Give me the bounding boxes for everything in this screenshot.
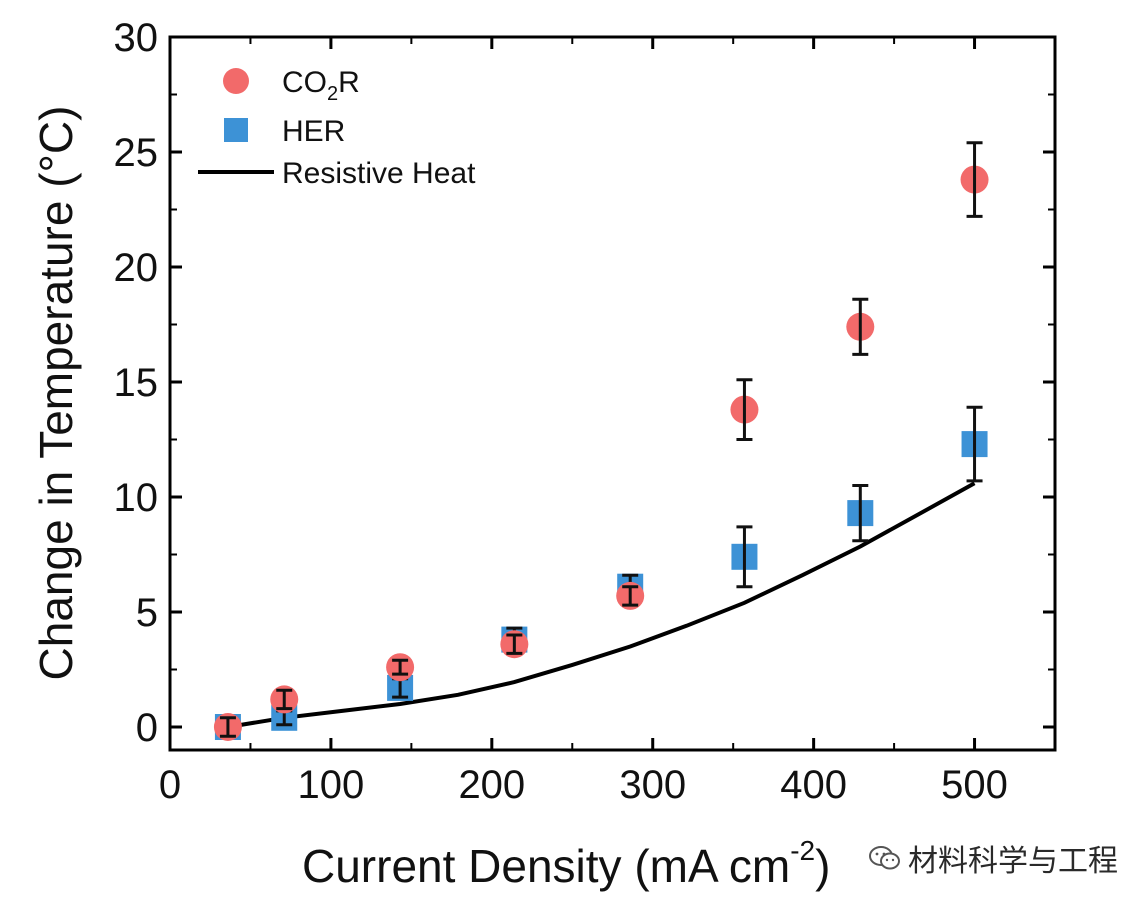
- legend-label-resistive-heat: Resistive Heat: [282, 157, 476, 190]
- x-tick-label: 500: [941, 763, 1008, 807]
- legend-marker-her: [224, 118, 248, 142]
- legend-marker-co2r: [223, 68, 249, 94]
- watermark: 材料科学与工程: [862, 834, 1124, 882]
- x-axis-title-exponent: -2: [790, 835, 815, 866]
- x-tick-label: 300: [619, 763, 686, 807]
- y-tick-label: 15: [114, 361, 159, 405]
- y-tick-label: 10: [114, 476, 159, 520]
- legend: CO2R HER Resistive Heat: [198, 66, 476, 190]
- resistive-heat-line: [227, 481, 976, 729]
- x-axis-title-close: ): [815, 840, 830, 892]
- x-tick-label: 100: [298, 763, 365, 807]
- legend-label-co2r: CO2R: [282, 66, 360, 105]
- x-axis-title: Current Density (mA cm-2): [302, 835, 830, 892]
- x-axis-title-main: Current Density (mA cm: [302, 840, 790, 892]
- legend-label-her: HER: [282, 115, 345, 148]
- y-ticks: 0 5 10 15 20 25 30: [114, 16, 1055, 750]
- plot-frame: [168, 35, 1057, 752]
- data-points: [213, 141, 989, 741]
- axes: [168, 35, 1057, 752]
- y-tick-label: 5: [136, 591, 158, 635]
- y-axis-title: Change in Temperature (°C): [30, 106, 82, 681]
- x-tick-label: 0: [159, 763, 181, 807]
- y-tick-label: 20: [114, 246, 159, 290]
- watermark-text: 材料科学与工程: [908, 844, 1118, 879]
- x-ticks: 0 100 200 300 400 500: [159, 37, 1008, 807]
- wechat-icon: [869, 846, 900, 870]
- y-tick-label: 30: [114, 16, 159, 60]
- y-tick-label: 0: [136, 706, 158, 750]
- x-tick-label: 200: [458, 763, 525, 807]
- y-tick-label: 25: [114, 131, 159, 175]
- x-tick-label: 400: [780, 763, 847, 807]
- resistive-heat-curve: [227, 481, 976, 729]
